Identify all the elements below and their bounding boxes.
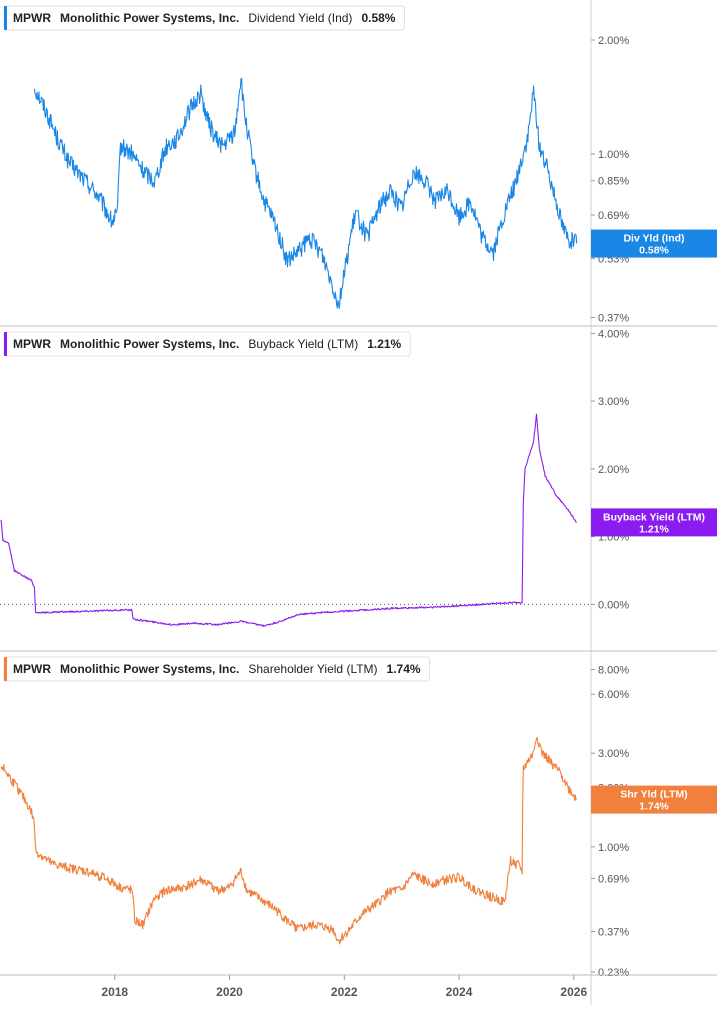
series-line: [0, 413, 577, 627]
legend-ticker: MPWR: [13, 662, 51, 676]
value-badge-value: 1.74%: [639, 801, 669, 813]
legend-company: Monolithic Power Systems, Inc.: [60, 662, 239, 676]
y-tick-label: 2.00%: [598, 464, 629, 476]
series-line: [33, 77, 578, 309]
y-tick-label: 0.37%: [598, 926, 629, 938]
value-badge-label: Div Yld (Ind): [623, 233, 684, 245]
legend-value: 0.58%: [361, 11, 395, 25]
legend-metric: Shareholder Yield (LTM): [248, 662, 377, 676]
y-tick-label: 4.00%: [598, 328, 629, 340]
y-tick-label: 2.00%: [598, 35, 629, 47]
value-badge: [591, 785, 717, 814]
legend-value: 1.21%: [367, 337, 401, 351]
legend-company: Monolithic Power Systems, Inc.: [60, 11, 239, 25]
legend-company: Monolithic Power Systems, Inc.: [60, 337, 239, 351]
legend-metric: Buyback Yield (LTM): [248, 337, 358, 351]
y-tick-label: 3.00%: [598, 396, 629, 408]
y-tick-label: 6.00%: [598, 689, 629, 701]
y-tick-label: 0.85%: [598, 176, 629, 188]
value-badge-label: Shr Yld (LTM): [620, 789, 687, 801]
value-badge-value: 0.58%: [639, 245, 669, 257]
x-tick-label: 2024: [446, 985, 473, 999]
y-tick-label: 1.00%: [598, 842, 629, 854]
y-tick-label: 0.37%: [598, 312, 629, 324]
y-tick-label: 0.69%: [598, 873, 629, 885]
legend-metric: Dividend Yield (Ind): [248, 11, 352, 25]
x-tick-label: 2018: [101, 985, 128, 999]
y-tick-label: 8.00%: [598, 665, 629, 677]
value-badge: [591, 508, 717, 537]
x-tick-label: 2020: [216, 985, 243, 999]
legend-value: 1.74%: [387, 662, 421, 676]
legend-color-bar: [4, 332, 7, 356]
value-badge-label: Buyback Yield (LTM): [603, 511, 705, 523]
legend-color-bar: [4, 6, 7, 30]
y-tick-label: 3.00%: [598, 748, 629, 760]
y-tick-label: 1.00%: [598, 149, 629, 161]
y-tick-label: 0.23%: [598, 967, 629, 979]
y-tick-label: 0.00%: [598, 599, 629, 611]
value-badge: [591, 229, 717, 258]
value-badge-value: 1.21%: [639, 523, 669, 535]
series-line: [0, 736, 577, 945]
legend-ticker: MPWR: [13, 337, 51, 351]
legend-color-bar: [4, 657, 7, 681]
y-tick-label: 0.69%: [598, 210, 629, 222]
x-tick-label: 2026: [560, 985, 587, 999]
x-tick-label: 2022: [331, 985, 358, 999]
legend-ticker: MPWR: [13, 11, 51, 25]
